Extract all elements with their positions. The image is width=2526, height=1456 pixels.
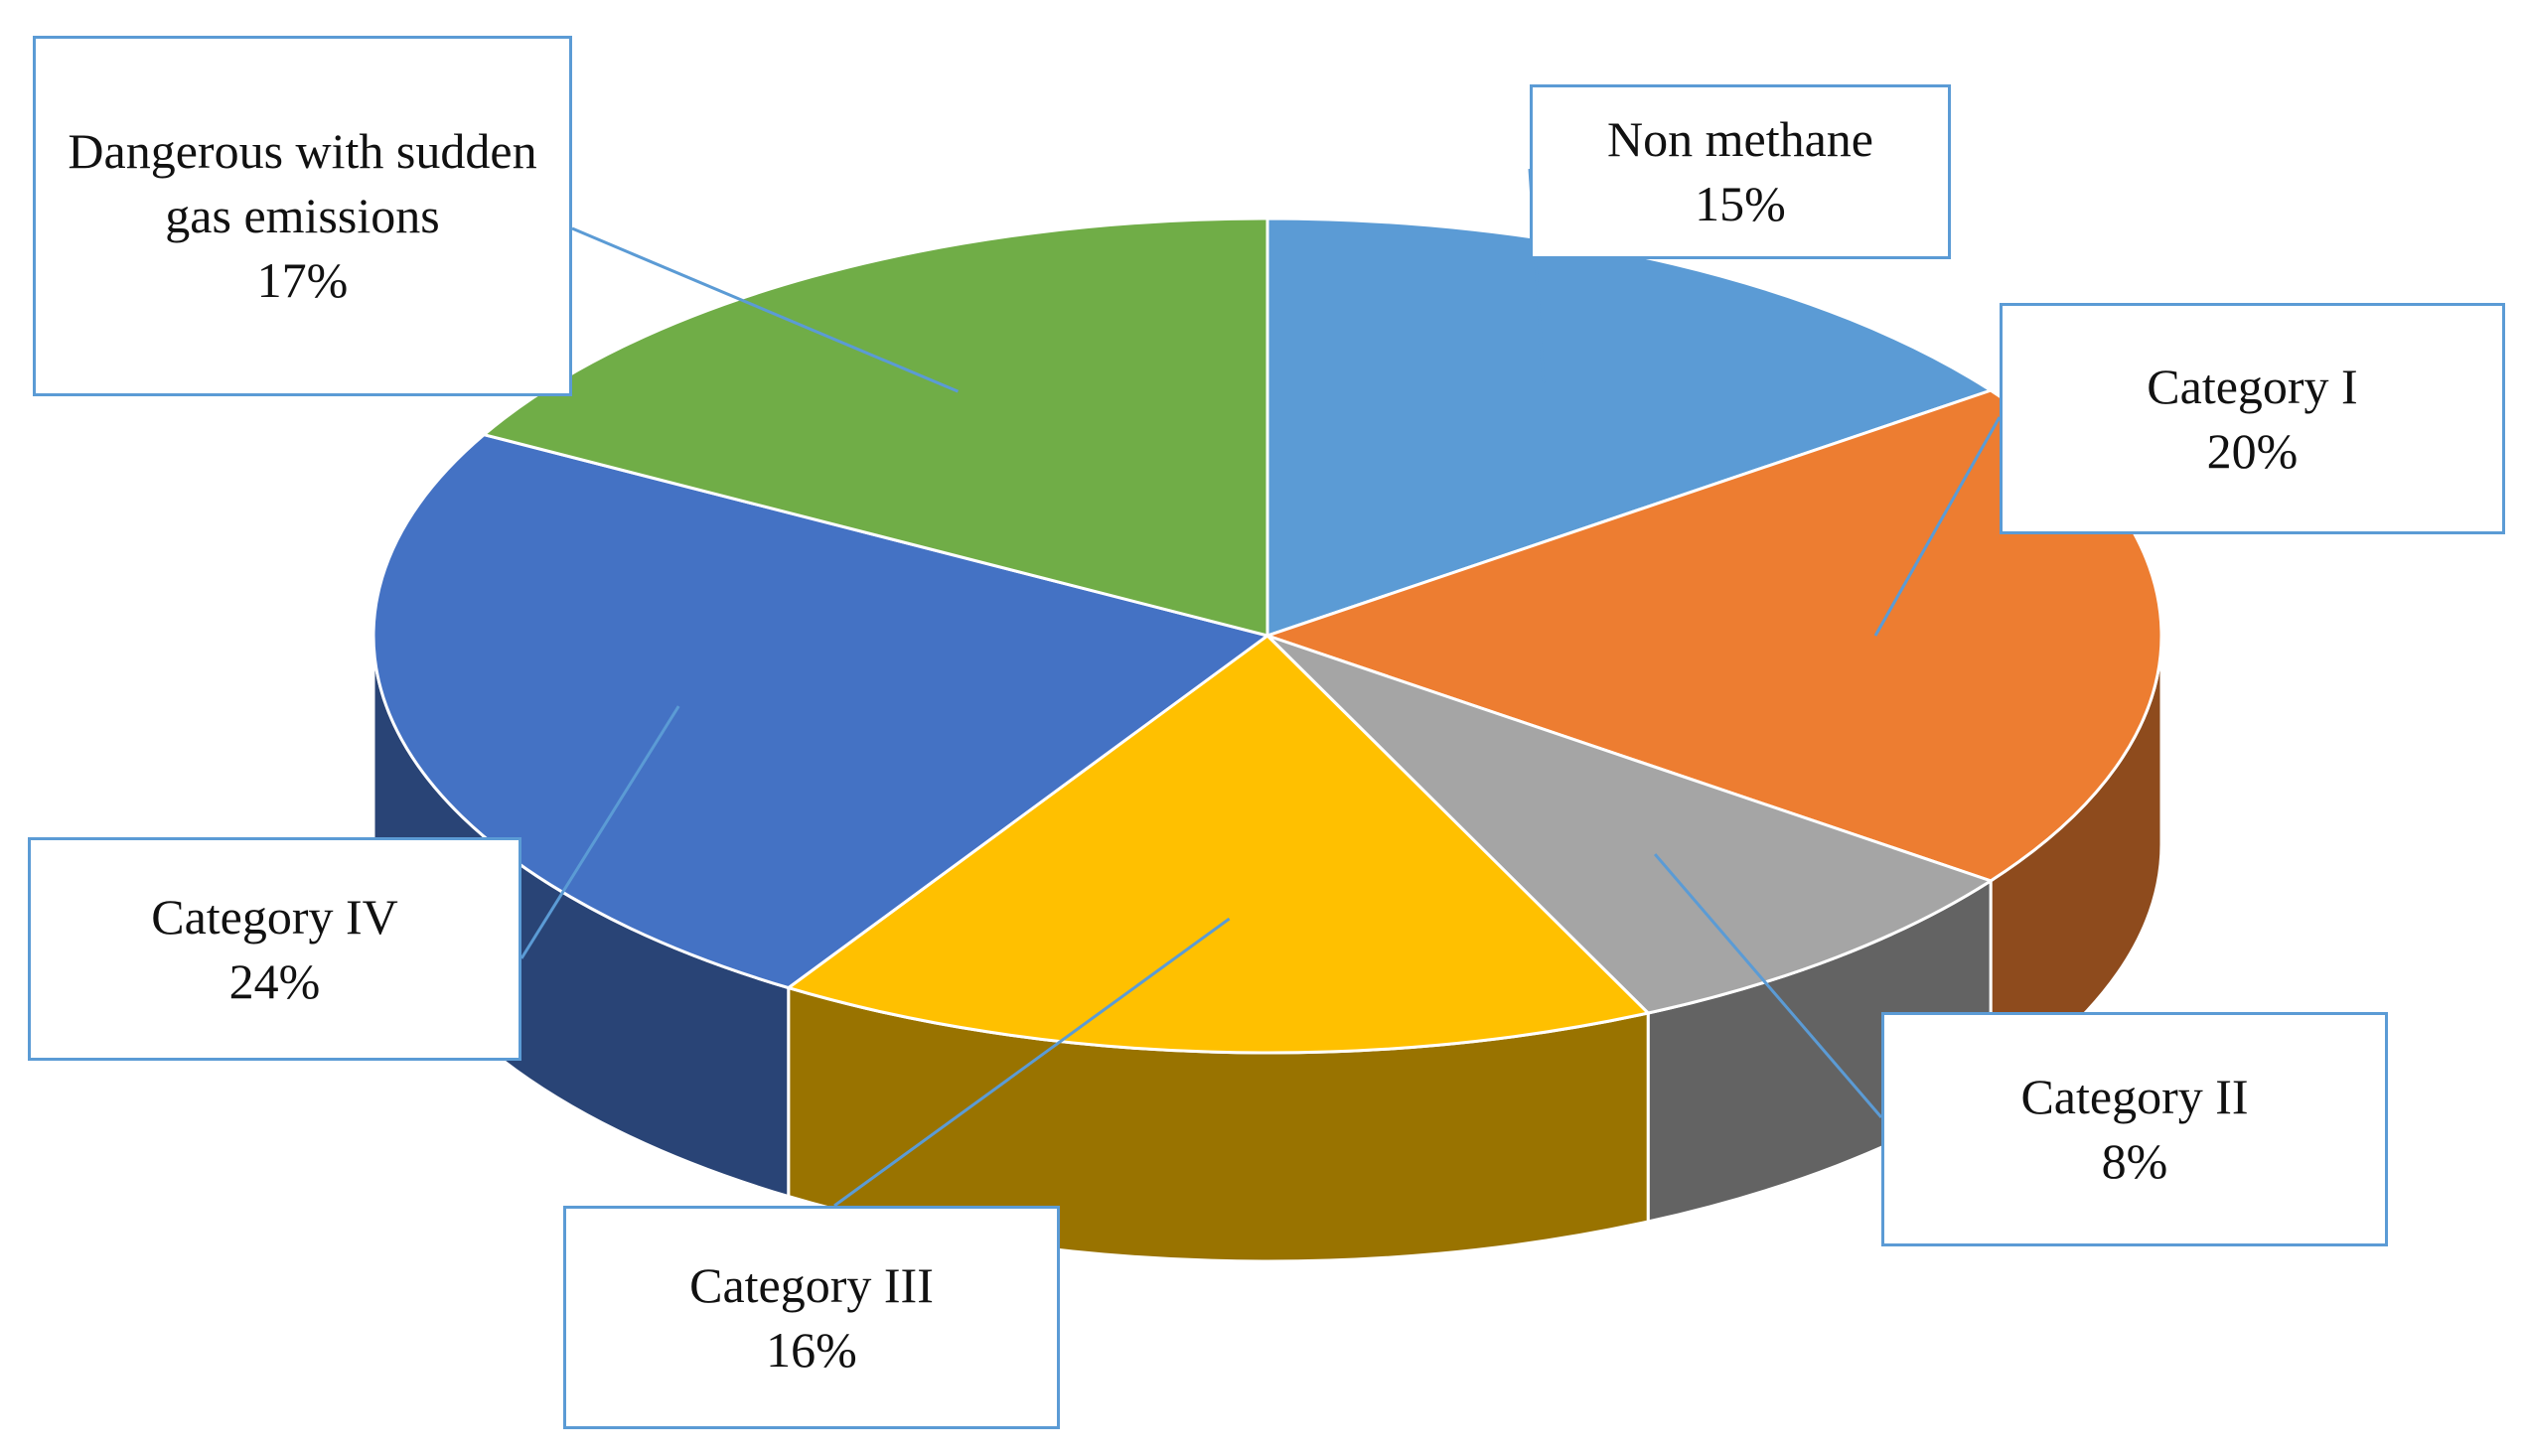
slice <box>1265 634 1995 1015</box>
leader-line <box>571 226 960 393</box>
slice <box>785 634 1652 1055</box>
label-category: Category IV <box>151 888 398 945</box>
leader-line <box>833 917 1231 1208</box>
label-value: 15% <box>1695 176 1786 231</box>
data-label: Category III 16% <box>563 1206 1060 1429</box>
data-label: Dangerous with sudden gas emissions 17% <box>33 36 572 396</box>
label-value: 16% <box>766 1321 857 1378</box>
data-label: Non methane 15% <box>1530 84 1951 259</box>
label-category: Category III <box>689 1256 934 1313</box>
label-value: 8% <box>2101 1133 2168 1189</box>
data-label: Category II 8% <box>1881 1012 2388 1246</box>
leader-line <box>1653 853 1883 1118</box>
slice <box>371 433 1271 990</box>
label-category: Non methane <box>1607 111 1873 167</box>
label-value: 17% <box>256 252 349 308</box>
label-value: 20% <box>2206 422 2299 479</box>
label-category: Category I <box>2147 358 2358 414</box>
label-category: Dangerous with sudden gas emissions <box>68 123 537 243</box>
slice <box>1265 217 1995 639</box>
label-category: Category II <box>2020 1069 2249 1124</box>
leader-line <box>520 705 680 959</box>
data-label: Category I 20% <box>2000 303 2505 534</box>
leader-line <box>1873 416 2002 637</box>
label-value: 24% <box>228 952 321 1009</box>
data-label: Category IV 24% <box>28 837 521 1061</box>
